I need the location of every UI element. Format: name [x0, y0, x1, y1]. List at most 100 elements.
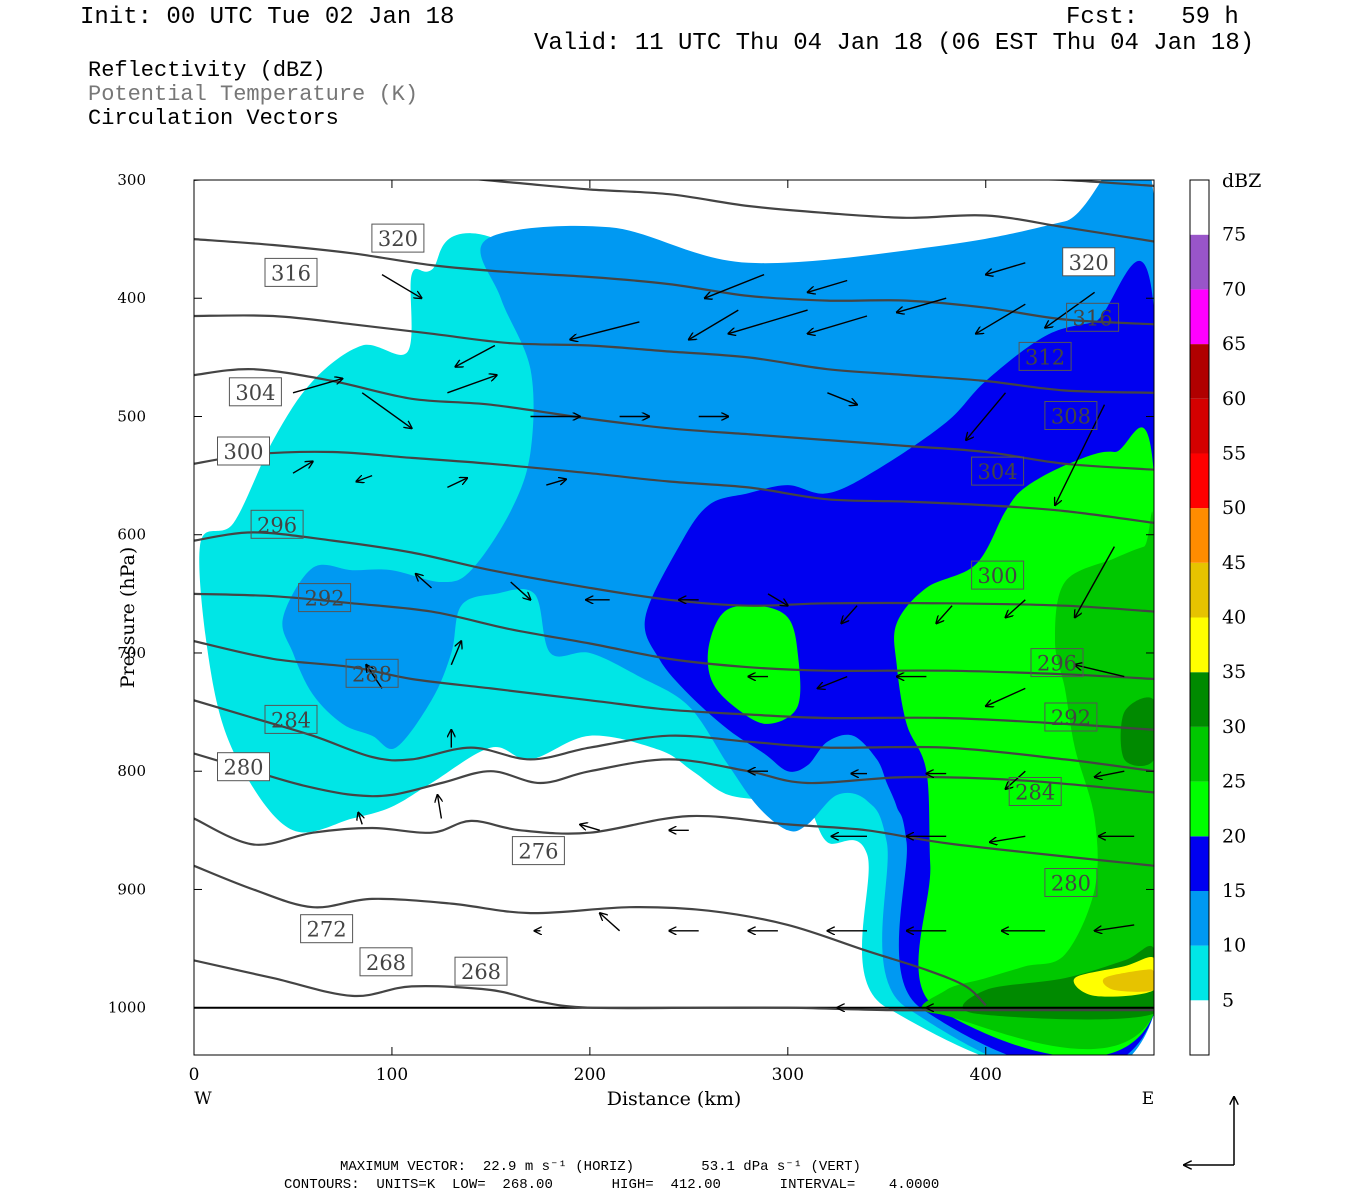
- svg-text:296: 296: [1037, 652, 1077, 676]
- vector-arrow: [767, 593, 788, 606]
- contour-label: 308: [1044, 401, 1098, 430]
- contour-label: 284: [264, 704, 318, 734]
- vector-arrow: [990, 835, 1026, 842]
- vector-arrow: [292, 379, 343, 394]
- contour-label: 296: [250, 509, 304, 539]
- forecast-hour: Fcst: 59 h: [1066, 4, 1239, 31]
- axes: 300 400 500 600 700 800 900 1000 0 100 200 300 400 W E…: [108, 171, 1154, 1110]
- svg-text:296: 296: [257, 513, 297, 537]
- colorbar-tick-label: 45: [1222, 552, 1246, 574]
- y-tick-label: 300: [117, 171, 146, 189]
- colorbar-tick-label: 60: [1222, 388, 1246, 410]
- vector-arrow: [728, 309, 808, 334]
- vector-arrow: [361, 392, 412, 429]
- contour-label: 320: [1062, 247, 1116, 277]
- svg-text:280: 280: [223, 756, 263, 780]
- colorbar-tick-label: 75: [1222, 224, 1246, 246]
- theta-contour-300: [194, 450, 1154, 524]
- vector-arrow: [818, 675, 848, 689]
- contour-label: 292: [298, 583, 352, 613]
- svg-text:268: 268: [461, 960, 501, 984]
- vector-arrow: [510, 581, 531, 600]
- colorbar-swatch: [1190, 508, 1209, 563]
- colorbar-tick-label: 5: [1222, 989, 1234, 1011]
- y-tick-label: 600: [117, 526, 146, 544]
- valid-time: Valid: 11 UTC Thu 04 Jan 18 (06 EST Thu …: [534, 30, 1255, 57]
- colorbar-tick-label: 65: [1222, 333, 1246, 355]
- field-theta: Potential Temperature (K): [88, 82, 419, 107]
- colorbar-swatch: [1190, 890, 1209, 946]
- colorbar-tick-label: 50: [1222, 497, 1246, 519]
- init-time: Init: 00 UTC Tue 02 Jan 18: [80, 4, 455, 31]
- theta-contour-272: [194, 864, 987, 1007]
- svg-text:308: 308: [1051, 405, 1091, 429]
- svg-text:304: 304: [235, 381, 275, 405]
- contour-label: 304: [971, 456, 1025, 486]
- contour-label: 304: [228, 377, 282, 407]
- west-label: W: [194, 1089, 212, 1109]
- svg-text:320: 320: [1069, 251, 1109, 275]
- theta-contour-280: [194, 752, 1154, 798]
- vector-arrow: [1045, 291, 1096, 328]
- svg-text:320: 320: [378, 227, 418, 251]
- contour-label: 316: [264, 257, 318, 287]
- colorbar-swatch: [1190, 1000, 1209, 1055]
- x-axis-label: Distance (km): [607, 1088, 742, 1110]
- svg-text:288: 288: [352, 662, 392, 686]
- contour-label: 276: [511, 836, 565, 866]
- colorbar-swatch: [1190, 453, 1209, 509]
- theta-contour-284: [194, 699, 1154, 773]
- colorbar-tick-label: 40: [1222, 607, 1246, 629]
- y-tick-label: 700: [117, 644, 146, 662]
- svg-text:284: 284: [1015, 781, 1055, 805]
- vector-arrow: [455, 344, 496, 367]
- contour-label: 280: [217, 752, 270, 782]
- colorbar-tick-label: 35: [1222, 661, 1246, 683]
- svg-text:280: 280: [1051, 872, 1091, 896]
- x-tick-label: 0: [189, 1065, 200, 1085]
- svg-text:292: 292: [305, 587, 345, 611]
- vector-arrow: [447, 375, 496, 394]
- contour-label: 320: [371, 223, 425, 253]
- contour-label: 288: [345, 658, 399, 688]
- vector-arrow: [986, 262, 1026, 275]
- colorbar-swatch: [1190, 234, 1209, 290]
- theta-contour-276: [194, 814, 1154, 867]
- contour-label: 292: [1044, 702, 1098, 732]
- contour-label: 316: [1066, 302, 1120, 332]
- vector-arrow: [1006, 599, 1026, 618]
- svg-text:312: 312: [1025, 345, 1065, 369]
- plot-frame: [193, 179, 1155, 1056]
- colorbar-tick-label: 15: [1222, 880, 1246, 902]
- vector-arrow: [546, 479, 566, 486]
- theta-contour-292: [194, 592, 1154, 681]
- vector-arrow: [358, 813, 362, 825]
- svg-text:304: 304: [978, 460, 1018, 484]
- svg-text:292: 292: [1051, 706, 1091, 730]
- y-tick-label: 400: [117, 289, 146, 307]
- colorbar-swatch: [1190, 836, 1209, 891]
- svg-text:300: 300: [978, 564, 1018, 588]
- colorbar-swatch: [1190, 344, 1209, 399]
- x-tick-label: 200: [574, 1065, 606, 1085]
- vector-arrow: [936, 605, 953, 624]
- colorbar-swatch: [1190, 945, 1209, 1001]
- y-tick-label: 1000: [108, 999, 146, 1017]
- vector-arrow: [447, 478, 467, 489]
- x-tick-label: 300: [772, 1065, 804, 1085]
- colorbar-unit: dBZ: [1222, 170, 1261, 192]
- y-tick-label: 800: [117, 762, 146, 780]
- vector-arrow: [366, 665, 383, 689]
- contour-label: 268: [359, 947, 413, 977]
- vector-arrow: [808, 315, 868, 334]
- field-vectors: Circulation Vectors: [88, 106, 339, 131]
- vector-arrow: [600, 913, 621, 932]
- colorbar-swatch: [1190, 180, 1209, 235]
- contour-label: 272: [300, 914, 354, 944]
- x-tick-label: 100: [376, 1065, 408, 1085]
- svg-text:300: 300: [223, 440, 263, 464]
- theta-contour-296: [194, 531, 1154, 613]
- x-tick-label: 400: [970, 1065, 1002, 1085]
- colorbar-swatch: [1190, 726, 1209, 782]
